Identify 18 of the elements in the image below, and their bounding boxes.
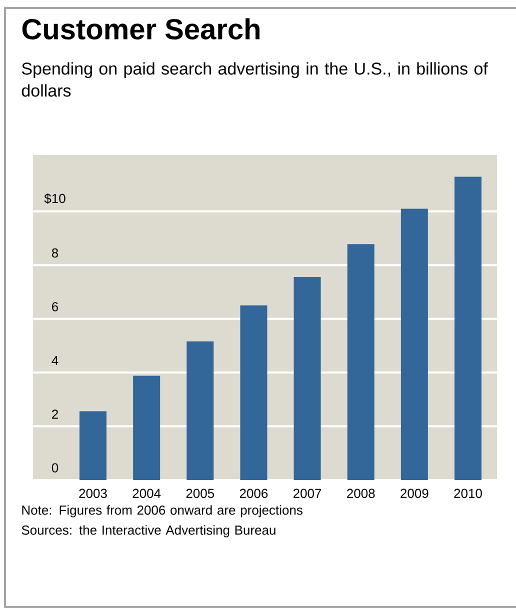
- y-tick-label: 2: [52, 410, 58, 419]
- y-tick-label: $10: [44, 193, 66, 204]
- x-tick-label: 2004: [132, 488, 161, 498]
- x-tick-label: 2006: [240, 488, 268, 498]
- x-tick-label: 2008: [347, 488, 375, 498]
- y-tick-label: 0: [52, 463, 58, 472]
- y-tick-label: 6: [52, 302, 58, 312]
- chart-title: Customer Search: [22, 18, 260, 40]
- x-tick-label: 2005: [186, 488, 214, 498]
- x-tick-label: 2010: [454, 488, 482, 498]
- y-tick-label: 4: [52, 356, 58, 366]
- chart-subtitle: Spending on paid search advertising in the U.S., in billions of dollars: [22, 62, 488, 97]
- x-tick-label: 2007: [293, 488, 322, 498]
- y-tick-label: 8: [52, 248, 58, 258]
- x-tick-label: 2009: [400, 488, 428, 498]
- source-note: Sources: the Interactive Advertising Bureau: [22, 525, 276, 538]
- x-tick-label: 2003: [79, 488, 107, 498]
- text: Note: Figures from 2006 onward are projections: [22, 505, 302, 518]
